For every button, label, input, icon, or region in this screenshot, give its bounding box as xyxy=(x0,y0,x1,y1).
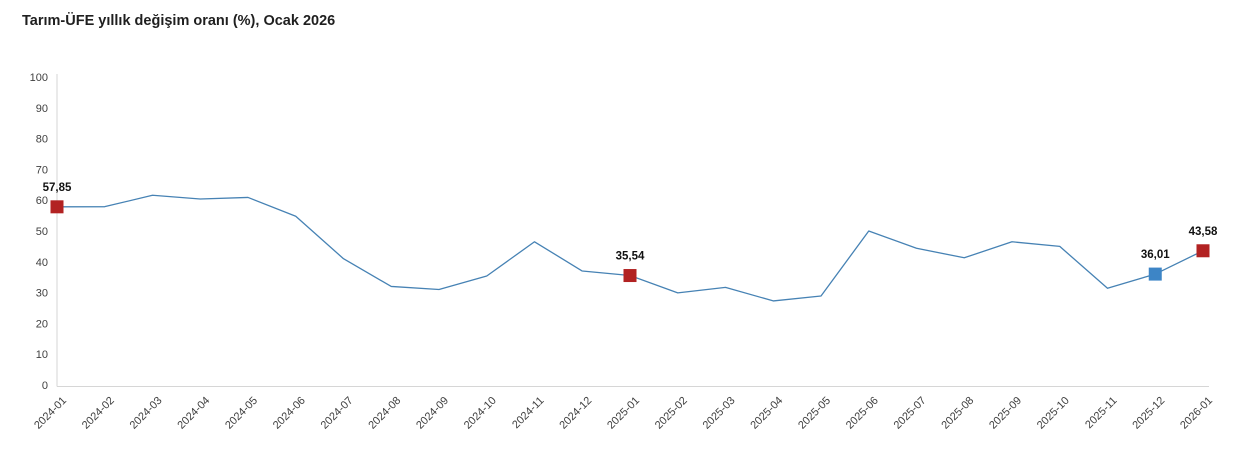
data-point-marker xyxy=(50,200,64,214)
y-tick-label: 50 xyxy=(36,226,48,238)
data-point-marker xyxy=(1148,267,1162,281)
x-tick-label: 2024-06 xyxy=(271,395,308,432)
x-tick-label: 2024-02 xyxy=(80,395,117,432)
y-tick-label: 0 xyxy=(42,380,48,392)
x-tick-label: 2025-08 xyxy=(939,395,976,432)
x-tick-label: 2024-09 xyxy=(414,395,451,432)
data-point-label: 57,85 xyxy=(43,182,72,194)
x-tick-label: 2024-07 xyxy=(319,395,356,432)
data-point-marker xyxy=(623,269,637,283)
data-point-marker xyxy=(1196,244,1210,258)
x-tick-label: 2024-08 xyxy=(366,395,403,432)
x-tick-label: 2025-11 xyxy=(1083,395,1119,431)
x-tick-label: 2025-04 xyxy=(748,395,785,432)
y-tick-label: 30 xyxy=(36,288,48,300)
y-tick-label: 100 xyxy=(30,72,48,84)
x-tick-label: 2025-12 xyxy=(1130,395,1167,432)
x-tick-label: 2024-01 xyxy=(32,395,69,432)
y-tick-label: 80 xyxy=(36,134,48,146)
y-tick-label: 90 xyxy=(36,103,48,115)
y-tick-label: 40 xyxy=(36,257,48,269)
x-tick-label: 2025-03 xyxy=(701,395,738,432)
y-tick-label: 20 xyxy=(36,318,48,330)
x-tick-label: 2026-01 xyxy=(1178,395,1215,432)
x-tick-label: 2024-05 xyxy=(223,395,260,432)
x-tick-label: 2025-05 xyxy=(796,395,833,432)
x-tick-label: 2025-09 xyxy=(987,395,1024,432)
x-tick-label: 2024-12 xyxy=(557,395,594,432)
x-tick-label: 2025-06 xyxy=(844,395,881,432)
x-tick-label: 2024-04 xyxy=(175,395,212,432)
data-point-label: 43,58 xyxy=(1189,226,1218,238)
x-tick-label: 2025-07 xyxy=(892,395,929,432)
x-tick-label: 2025-02 xyxy=(653,395,690,432)
x-tick-label: 2025-10 xyxy=(1035,395,1072,432)
y-tick-label: 70 xyxy=(36,164,48,176)
series-line xyxy=(56,194,1204,302)
x-tick-label: 2025-01 xyxy=(605,395,642,432)
x-tick-label: 2024-10 xyxy=(462,395,499,432)
data-point-label: 36,01 xyxy=(1141,249,1170,261)
y-tick-label: 10 xyxy=(36,349,48,361)
y-tick-label: 60 xyxy=(36,195,48,207)
x-tick-label: 2024-03 xyxy=(128,395,165,432)
data-point-label: 35,54 xyxy=(616,251,645,263)
x-tick-label: 2024-11 xyxy=(510,395,546,431)
chart-title: Tarım-ÜFE yıllık değişim oranı (%), Ocak… xyxy=(22,13,336,29)
